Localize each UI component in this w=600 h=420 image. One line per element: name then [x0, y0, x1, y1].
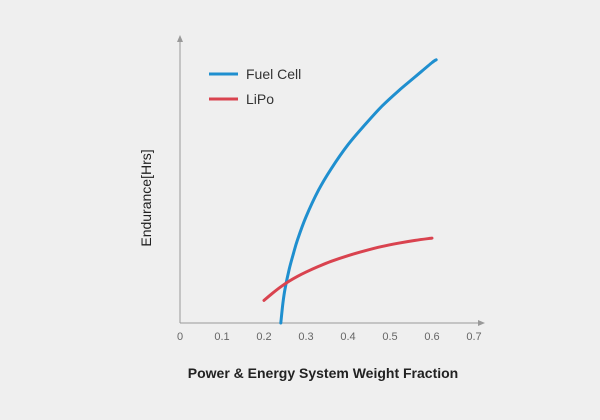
series-line-lipo [262, 236, 434, 302]
x-tick-labels: 0 0.1 0.2 0.3 0.4 0.5 0.6 0.7 [177, 331, 482, 343]
x-tick-label: 0.2 [256, 331, 271, 343]
x-tick-label: 0.6 [424, 331, 439, 343]
x-tick-label: 0.7 [466, 331, 481, 343]
x-tick-label: 0.3 [298, 331, 313, 343]
x-tick-label: 0.5 [382, 331, 397, 343]
x-tick-label: 0.4 [340, 331, 355, 343]
legend: Fuel Cell LiPo [209, 66, 301, 107]
x-tick-label: 0 [177, 331, 183, 343]
legend-label-fuel-cell: Fuel Cell [246, 66, 301, 82]
legend-label-lipo: LiPo [246, 91, 274, 107]
series-lines [262, 58, 438, 325]
series-line-fuel-cell [279, 58, 438, 325]
x-tick-label: 0.1 [214, 331, 229, 343]
x-axis-title: Power & Energy System Weight Fraction [188, 365, 458, 381]
y-axis-title: Endurance[Hrs] [138, 149, 154, 246]
axes [177, 35, 485, 326]
